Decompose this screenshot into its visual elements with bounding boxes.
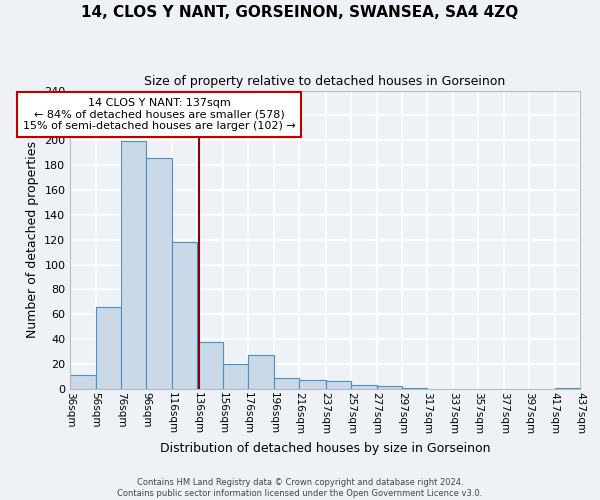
- Text: 14 CLOS Y NANT: 137sqm
← 84% of detached houses are smaller (578)
15% of semi-de: 14 CLOS Y NANT: 137sqm ← 84% of detached…: [23, 98, 296, 131]
- Bar: [197, 342, 223, 389]
- Title: Size of property relative to detached houses in Gorseinon: Size of property relative to detached ho…: [145, 75, 506, 88]
- Bar: [377, 386, 402, 389]
- Y-axis label: Number of detached properties: Number of detached properties: [26, 141, 38, 338]
- Bar: [121, 142, 146, 389]
- Bar: [146, 158, 172, 389]
- Bar: [248, 355, 274, 389]
- Bar: [223, 364, 248, 389]
- Bar: [351, 385, 377, 389]
- Bar: [274, 378, 299, 389]
- Text: 14, CLOS Y NANT, GORSEINON, SWANSEA, SA4 4ZQ: 14, CLOS Y NANT, GORSEINON, SWANSEA, SA4…: [82, 5, 518, 20]
- Bar: [554, 388, 580, 389]
- Bar: [299, 380, 326, 389]
- Text: Contains HM Land Registry data © Crown copyright and database right 2024.
Contai: Contains HM Land Registry data © Crown c…: [118, 478, 482, 498]
- Bar: [70, 375, 95, 389]
- Bar: [326, 382, 351, 389]
- Bar: [172, 242, 197, 389]
- X-axis label: Distribution of detached houses by size in Gorseinon: Distribution of detached houses by size …: [160, 442, 490, 455]
- Bar: [95, 307, 121, 389]
- Bar: [402, 388, 427, 389]
